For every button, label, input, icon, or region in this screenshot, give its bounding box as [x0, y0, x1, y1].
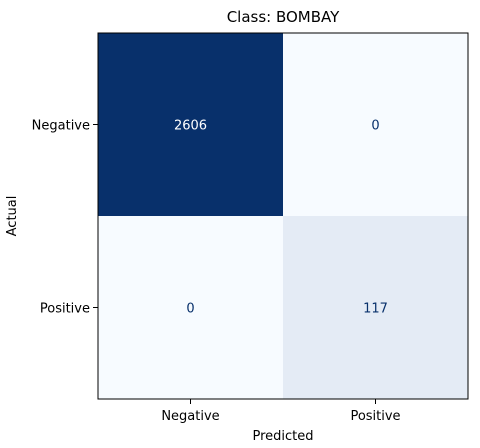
heatmap-cell-1-1	[283, 216, 468, 399]
heatmap-cell-0-1	[283, 33, 468, 216]
x-tick-label: Negative	[161, 409, 219, 424]
y-tick-label: Positive	[40, 302, 90, 317]
x-axis-label: Predicted	[252, 429, 313, 444]
cell-value-label-0-1: 0	[371, 119, 379, 134]
heatmap-cell-1-0	[98, 216, 283, 399]
cell-value-label-1-0: 0	[186, 302, 194, 317]
y-axis: Negative Positive	[32, 119, 98, 317]
x-axis: Negative Positive	[161, 399, 401, 424]
cell-value-label-1-1: 117	[363, 302, 388, 317]
plot-frame	[97, 32, 469, 400]
x-tick-label: Positive	[350, 409, 400, 424]
chart-title: Class: BOMBAY	[227, 8, 340, 26]
heatmap-cells: 2606 0 0 117	[98, 33, 468, 399]
heatmap-cell-0-0	[98, 33, 283, 216]
cell-value-label-0-0: 2606	[174, 119, 207, 134]
y-axis-label: Actual	[5, 196, 20, 237]
y-tick-label: Negative	[32, 119, 90, 134]
